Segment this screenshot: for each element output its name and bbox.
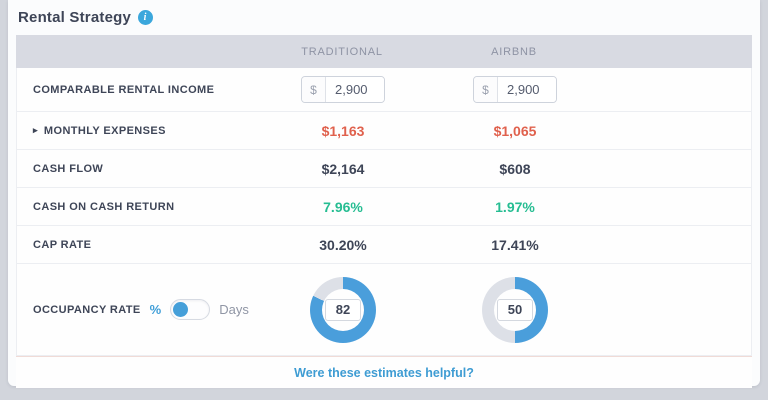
- row-label: CASH FLOW: [33, 162, 104, 175]
- table-body: COMPARABLE RENTAL INCOME $ $: [16, 68, 752, 356]
- expand-arrow-icon[interactable]: ▸: [33, 125, 38, 135]
- page-title: Rental Strategy: [18, 9, 132, 26]
- panel-title-bar: Rental Strategy i: [8, 0, 760, 32]
- cash-on-cash-airbnb: 1.97%: [495, 198, 535, 215]
- row-label[interactable]: ▸ MONTHLY EXPENSES: [17, 125, 257, 137]
- column-header-airbnb: AIRBNB: [491, 45, 537, 58]
- rental-income-input-traditional[interactable]: [326, 77, 384, 102]
- comparison-table: TRADITIONAL AIRBNB COMPARABLE RENTAL INC…: [16, 35, 752, 388]
- toggle-knob[interactable]: [173, 302, 189, 317]
- row-label: OCCUPANCY RATE: [33, 303, 141, 316]
- occupancy-donut-airbnb: [482, 276, 548, 343]
- rental-income-input-group-airbnb: $: [473, 76, 557, 103]
- info-icon[interactable]: i: [138, 10, 154, 25]
- monthly-expenses-traditional: $1,163: [321, 122, 365, 139]
- feedback-link[interactable]: Were these estimates helpful?: [294, 365, 474, 380]
- cap-rate-traditional: 30.20%: [319, 236, 367, 253]
- currency-prefix: $: [474, 77, 498, 102]
- column-header-traditional: TRADITIONAL: [301, 45, 383, 58]
- rental-strategy-panel: Rental Strategy i TRADITIONAL AIRBNB COM…: [8, 0, 760, 388]
- rental-income-input-airbnb[interactable]: [498, 77, 556, 102]
- row-cash-flow: CASH FLOW $2,164 $608: [17, 150, 751, 188]
- occupancy-days-option[interactable]: Days: [219, 302, 249, 317]
- occupancy-unit-toggle[interactable]: [170, 299, 211, 320]
- occupancy-input-traditional[interactable]: [325, 298, 361, 321]
- row-label: COMPARABLE RENTAL INCOME: [33, 83, 215, 96]
- row-monthly-expenses: ▸ MONTHLY EXPENSES $1,163 $1,065: [17, 112, 751, 150]
- monthly-expenses-airbnb: $1,065: [493, 122, 537, 139]
- row-label-text: MONTHLY EXPENSES: [43, 124, 166, 137]
- row-comparable-rental-income: COMPARABLE RENTAL INCOME $ $: [17, 68, 751, 112]
- occupancy-donut-traditional: [310, 276, 376, 343]
- occupancy-controls: OCCUPANCY RATE % Days: [17, 299, 257, 320]
- row-cash-on-cash-return: CASH ON CASH RETURN 7.96% 1.97%: [17, 188, 751, 226]
- row-occupancy-rate: OCCUPANCY RATE % Days: [17, 264, 751, 355]
- table-header-row: TRADITIONAL AIRBNB: [16, 35, 752, 68]
- feedback-row: Were these estimates helpful?: [16, 356, 752, 388]
- row-label: CASH ON CASH RETURN: [33, 200, 175, 213]
- occupancy-input-airbnb[interactable]: [497, 298, 533, 321]
- cash-on-cash-traditional: 7.96%: [323, 198, 363, 215]
- occupancy-percent-option[interactable]: %: [149, 302, 162, 317]
- cap-rate-airbnb: 17.41%: [491, 236, 539, 253]
- row-cap-rate: CAP RATE 30.20% 17.41%: [17, 226, 751, 264]
- cash-flow-airbnb: $608: [499, 160, 531, 177]
- currency-prefix: $: [302, 77, 326, 102]
- cash-flow-traditional: $2,164: [321, 160, 365, 177]
- row-label: CAP RATE: [33, 238, 92, 251]
- rental-income-input-group-traditional: $: [301, 76, 385, 103]
